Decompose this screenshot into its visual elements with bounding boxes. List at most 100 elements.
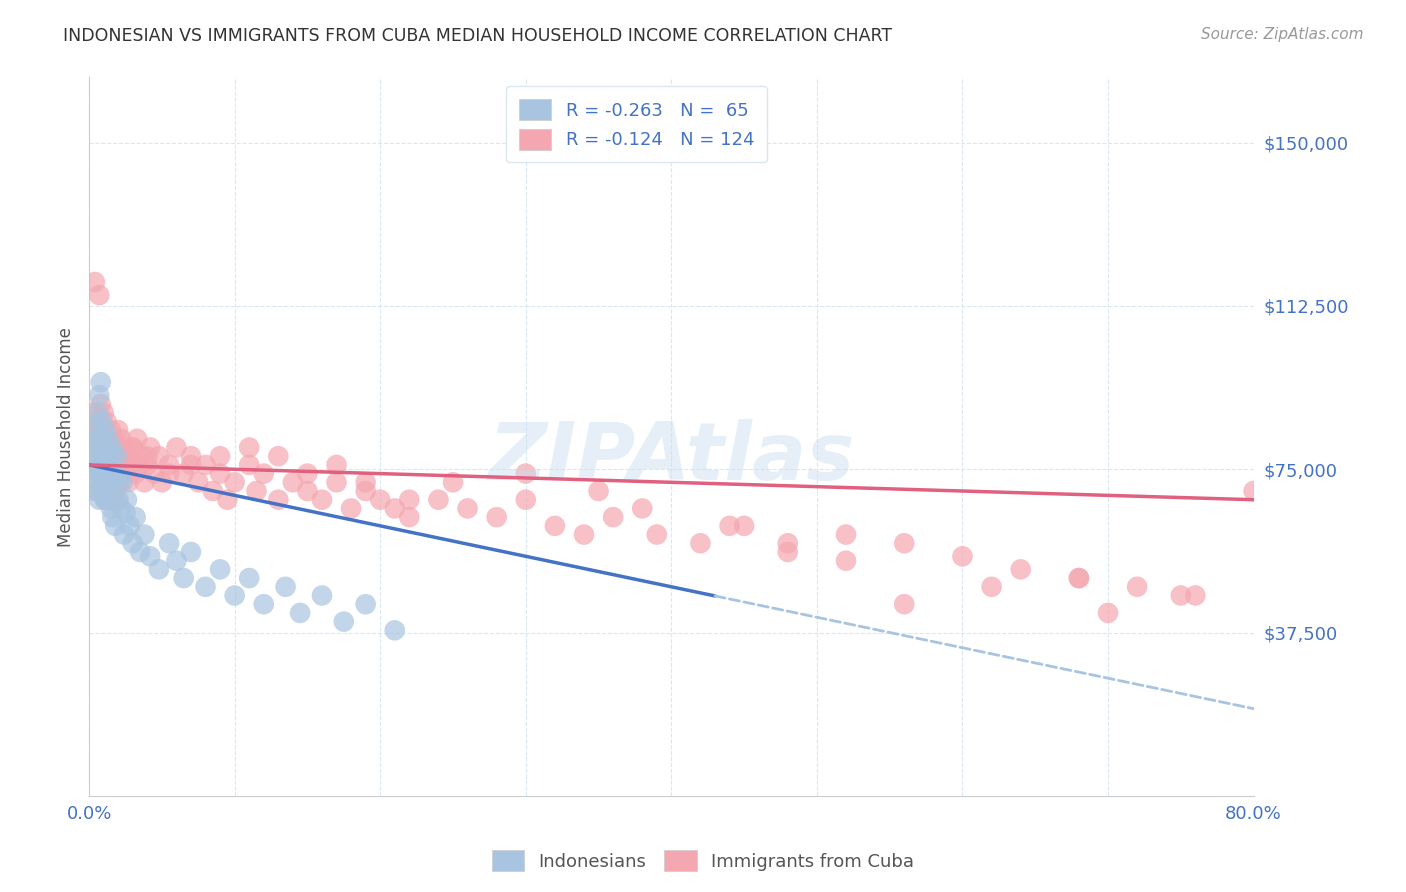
Point <box>1170 589 1192 603</box>
Point <box>134 527 156 541</box>
Point <box>835 554 858 568</box>
Point <box>340 501 363 516</box>
Point <box>114 467 136 481</box>
Point <box>427 492 450 507</box>
Point <box>111 475 134 490</box>
Point <box>238 441 260 455</box>
Point <box>267 449 290 463</box>
Point <box>354 483 377 498</box>
Point <box>93 475 115 490</box>
Point <box>253 597 276 611</box>
Point <box>100 501 122 516</box>
Point <box>297 467 319 481</box>
Point <box>1126 580 1149 594</box>
Point <box>238 571 260 585</box>
Point <box>93 406 115 420</box>
Point <box>86 483 108 498</box>
Point <box>165 554 187 568</box>
Point <box>129 458 152 472</box>
Point <box>110 432 132 446</box>
Point <box>107 492 129 507</box>
Point <box>103 467 125 481</box>
Point <box>94 432 117 446</box>
Point <box>89 492 111 507</box>
Point <box>115 492 138 507</box>
Point <box>835 527 858 541</box>
Point <box>80 462 103 476</box>
Point <box>86 458 108 472</box>
Point <box>82 475 104 490</box>
Point <box>121 536 143 550</box>
Point <box>104 458 127 472</box>
Point <box>86 432 108 446</box>
Point <box>90 432 112 446</box>
Point <box>173 467 195 481</box>
Point <box>91 418 114 433</box>
Point <box>90 441 112 455</box>
Point <box>893 597 915 611</box>
Point <box>104 475 127 490</box>
Point <box>180 545 202 559</box>
Point <box>91 414 114 428</box>
Point <box>101 441 124 455</box>
Point <box>83 414 105 428</box>
Point <box>107 423 129 437</box>
Point <box>194 458 217 472</box>
Point <box>157 467 180 481</box>
Point <box>96 445 118 459</box>
Point <box>100 449 122 463</box>
Point <box>115 449 138 463</box>
Point <box>572 527 595 541</box>
Point <box>105 441 128 455</box>
Point <box>776 536 799 550</box>
Point <box>86 483 108 498</box>
Point <box>1010 562 1032 576</box>
Point <box>83 418 105 433</box>
Point <box>267 492 290 507</box>
Point <box>86 432 108 446</box>
Point <box>288 606 311 620</box>
Point <box>515 467 537 481</box>
Point <box>148 449 170 463</box>
Point <box>97 483 120 498</box>
Point <box>281 475 304 490</box>
Point <box>1243 483 1265 498</box>
Point <box>180 449 202 463</box>
Point <box>89 288 111 302</box>
Point <box>111 458 134 472</box>
Point <box>150 475 173 490</box>
Point <box>1184 589 1206 603</box>
Point <box>94 423 117 437</box>
Point <box>1097 606 1119 620</box>
Text: INDONESIAN VS IMMIGRANTS FROM CUBA MEDIAN HOUSEHOLD INCOME CORRELATION CHART: INDONESIAN VS IMMIGRANTS FROM CUBA MEDIA… <box>63 27 893 45</box>
Point <box>94 492 117 507</box>
Point <box>90 397 112 411</box>
Point <box>121 441 143 455</box>
Point <box>96 467 118 481</box>
Point <box>893 536 915 550</box>
Y-axis label: Median Household Income: Median Household Income <box>58 326 75 547</box>
Point <box>689 536 711 550</box>
Point <box>112 441 135 455</box>
Point <box>90 467 112 481</box>
Point <box>398 492 420 507</box>
Point <box>325 458 347 472</box>
Point <box>100 423 122 437</box>
Point <box>136 458 159 472</box>
Point <box>217 492 239 507</box>
Point <box>602 510 624 524</box>
Point <box>87 406 110 420</box>
Point <box>101 475 124 490</box>
Point <box>384 624 406 638</box>
Point <box>104 483 127 498</box>
Point <box>91 467 114 481</box>
Point <box>100 492 122 507</box>
Point <box>97 492 120 507</box>
Point <box>457 501 479 516</box>
Point <box>82 458 104 472</box>
Point <box>157 458 180 472</box>
Point <box>631 501 654 516</box>
Point <box>110 475 132 490</box>
Point <box>776 545 799 559</box>
Point <box>209 467 232 481</box>
